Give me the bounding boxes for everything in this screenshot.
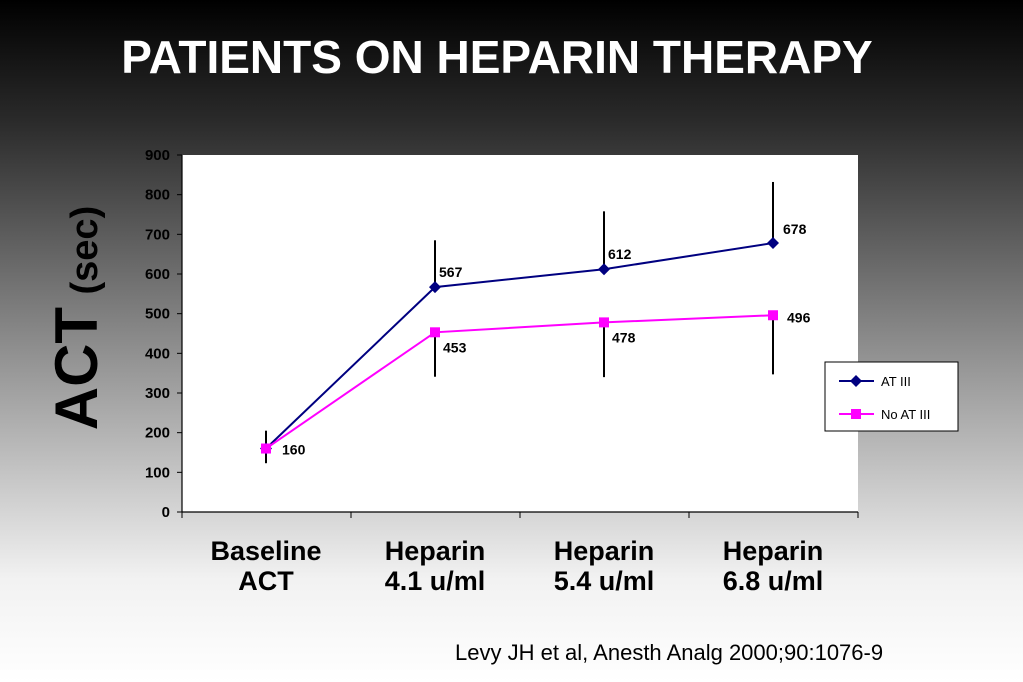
data-point-square (261, 443, 271, 454)
data-label: 612 (608, 246, 632, 262)
y-tick-label: 500 (145, 306, 170, 323)
citation: Levy JH et al, Anesth Analg 2000;90:1076… (455, 640, 884, 665)
y-axis-title-unit: (sec) (64, 206, 106, 295)
data-label: 567 (439, 264, 463, 280)
slide-title: PATIENTS ON HEPARIN THERAPY (121, 31, 873, 83)
y-axis-title-main: ACT (43, 307, 110, 430)
legend-label: AT III (881, 374, 911, 389)
legend-marker (851, 409, 861, 419)
series-markers (260, 237, 779, 455)
data-point-square (430, 327, 440, 338)
series-lines (265, 242, 774, 450)
data-labels: 567 612 678 160 453 478 496 (282, 221, 811, 457)
plot-area (182, 155, 858, 512)
x-category-label: Heparin 6.8 u/ml (722, 536, 824, 596)
legend-label: No AT III (881, 407, 930, 422)
axes: 0 100 200 300 400 500 600 700 800 900 (145, 147, 859, 521)
x-category-label: Heparin 4.1 u/ml (384, 536, 486, 596)
series-line-2 (265, 314, 774, 450)
svg-text:ACT (sec): ACT (sec) (43, 206, 110, 430)
data-label: 678 (783, 221, 807, 237)
data-point-diamond (767, 237, 779, 250)
data-point-square (768, 310, 778, 321)
data-label: 496 (787, 309, 811, 325)
series-line-1 (265, 242, 774, 450)
y-axis-title: ACT (sec) (43, 206, 110, 430)
error-bars (265, 181, 774, 464)
data-label: 453 (443, 339, 467, 355)
y-tick-label: 400 (145, 345, 170, 362)
x-category-label: Baseline ACT (210, 536, 322, 596)
legend-marker (850, 375, 862, 387)
y-tick-label: 900 (145, 147, 170, 164)
data-point-diamond (429, 281, 441, 294)
y-tick-label: 200 (145, 425, 170, 442)
data-label: 160 (282, 442, 306, 458)
y-tick-label: 300 (145, 385, 170, 402)
x-category-label: Heparin 5.4 u/ml (553, 536, 655, 596)
y-tick-label: 700 (145, 226, 170, 243)
legend-box (824, 361, 959, 432)
data-point-diamond (598, 263, 610, 276)
data-point-square (599, 317, 609, 328)
y-tick-label: 800 (145, 187, 170, 204)
data-label: 478 (612, 329, 636, 345)
y-tick-label: 600 (145, 266, 170, 283)
y-tick-label: 100 (145, 464, 170, 481)
legend: AT III No AT III (824, 361, 959, 432)
y-tick-label: 0 (162, 504, 170, 521)
